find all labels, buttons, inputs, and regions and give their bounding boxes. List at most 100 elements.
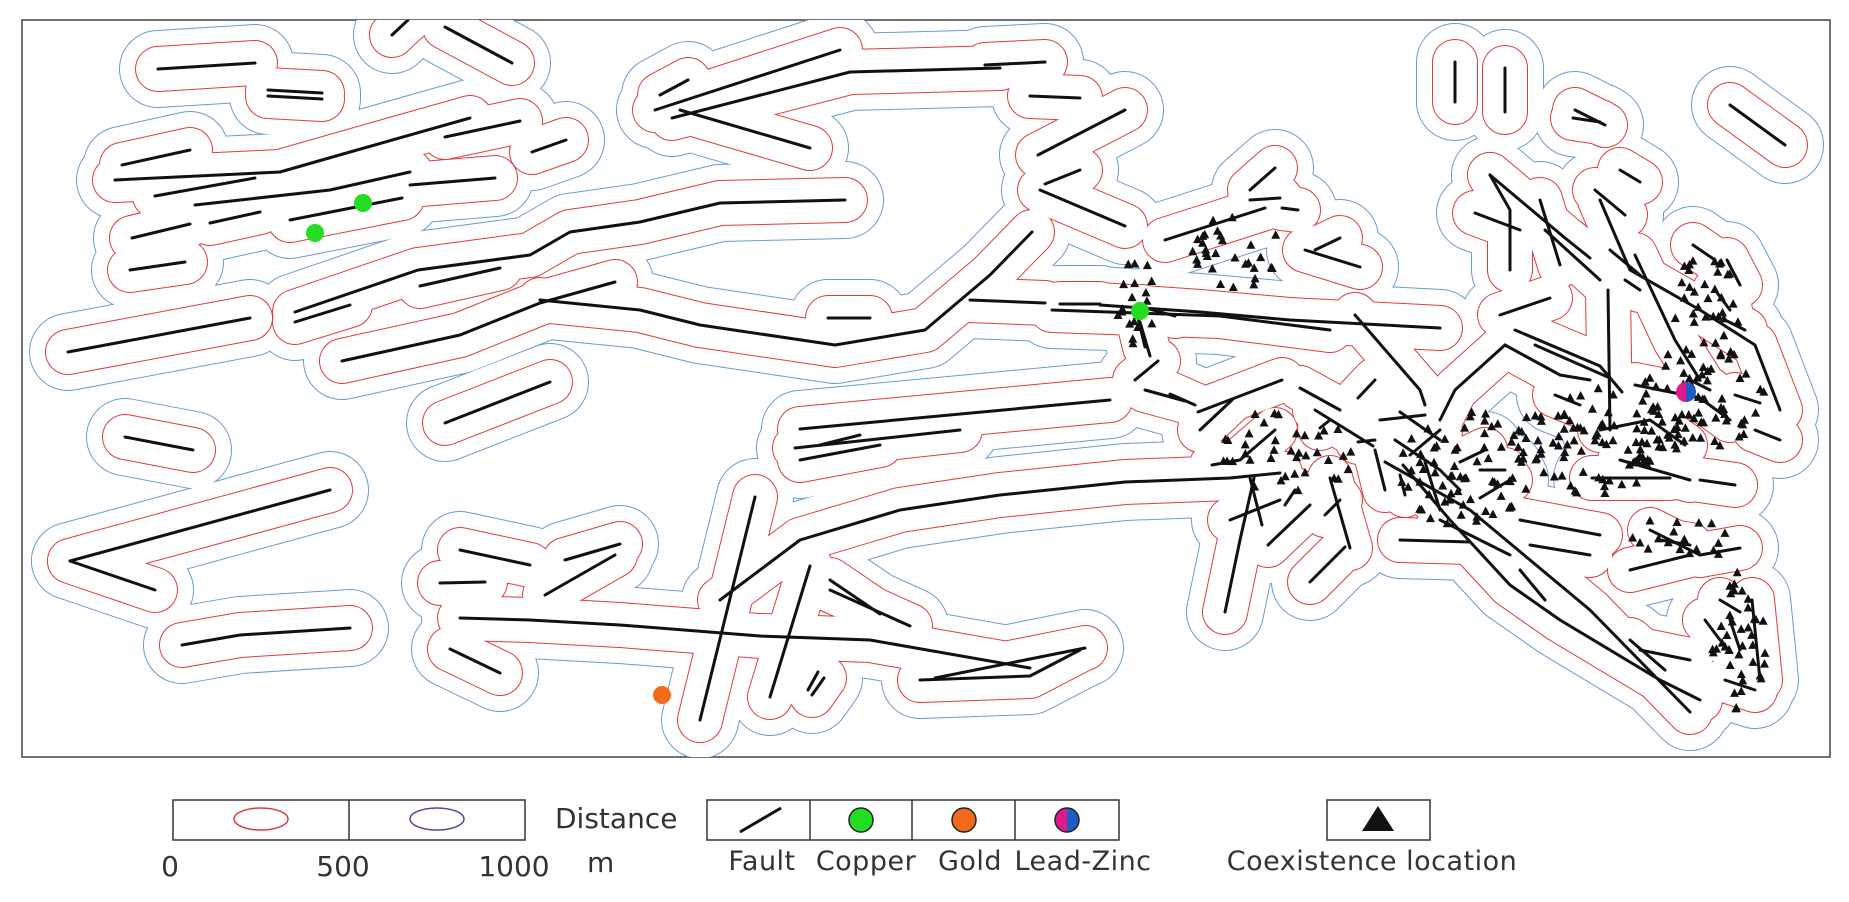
coexistence-marker [1719,313,1729,323]
scale-tick-1000: 1000 [478,850,549,883]
fault-trace [208,210,262,225]
coexistence-marker [1737,641,1747,650]
fault-trace [1356,378,1377,400]
fault-trace [1488,173,1512,272]
coexistence-marker [1738,675,1748,685]
coexistence-marker [1576,390,1586,400]
coexistence-marker [1446,488,1456,498]
coexistence-marker [1720,409,1730,418]
coexistence-marker [1694,408,1704,417]
fault-trace [798,443,882,462]
coexistence-marker [1716,402,1726,412]
legend-1000m-ellipse [409,807,465,831]
coexistence-marker [1432,441,1442,450]
coexistence-marker [1293,485,1303,495]
fault-trace [1043,168,1082,186]
coexistence-marker [1727,616,1737,626]
copper-deposit-marker [306,224,324,242]
coexistence-marker [1710,284,1720,294]
scale-unit: m [587,846,614,879]
fault-trace [1733,393,1762,405]
coexistence-marker [1739,429,1749,438]
coexistence-marker [1521,433,1531,442]
fault-trace [68,559,157,592]
coexistence-marker [1292,452,1302,462]
coexistence-marker [1662,383,1672,393]
fault-trace [698,495,757,722]
coexistence-marker [1446,471,1456,480]
gold-deposit-marker [653,686,671,704]
coexistence-marker [1688,256,1698,265]
coexistence-marker [1531,454,1541,464]
coexistence-marker [1300,430,1310,440]
fault-trace [128,260,187,272]
fault-trace [1196,378,1284,414]
coexistence-marker [1617,479,1627,489]
coexistence-marker [1554,431,1564,441]
coexistence-marker [1418,464,1428,473]
coexistence-marker [1679,534,1689,544]
fault-trace [1133,359,1160,382]
legend-copper-label: Copper [816,846,917,877]
coexistence-marker [1188,246,1198,256]
coexistence-marker [1481,409,1491,418]
coexistence-marker [1759,659,1769,668]
fault-trace [443,119,522,139]
fault-layer [66,20,1787,722]
coexistence-marker [1559,452,1569,462]
coexistence-marker [1130,278,1140,288]
legend: 0 500 1000 Distance m Fault Copper Gold … [161,799,1517,883]
coexistence-marker [1496,491,1506,500]
coexistence-marker [1452,442,1462,452]
coexistence-marker [1250,273,1260,283]
fault-trace [123,435,195,452]
coexistence-marker [1142,260,1152,270]
fault-trace [1698,546,1742,557]
coexistence-marker [1632,423,1642,433]
coexistence-marker [1600,481,1610,491]
coexistence-marker [1692,544,1702,554]
coexistence-marker [1714,259,1724,268]
coexistence-marker [1125,319,1135,328]
coexistence-marker [1680,423,1690,432]
coexistence-marker [1645,373,1655,382]
coexistence-marker [1241,259,1251,268]
coexistence-marker [1301,450,1311,460]
coexistence-marker [1192,254,1202,264]
fault-trace [1168,392,1197,407]
coexistence-marker [1487,421,1497,431]
coexistence-marker [1736,624,1746,633]
coexistence-marker [1271,230,1281,239]
coexistence-marker [1738,419,1748,429]
fault-trace [1353,313,1427,407]
coexistence-marker [1472,456,1482,466]
fault-trace [113,116,472,182]
coexistence-marker [1460,423,1470,432]
fault-trace [1028,94,1082,100]
coexistence-marker [1220,434,1230,443]
coexistence-marker [1669,424,1679,434]
coexistence-marker [1709,545,1719,555]
fault-trace [293,303,352,324]
coexistence-marker [1689,287,1699,296]
coexistence-marker [1700,279,1710,289]
coexistence-marker [1737,586,1747,595]
coexistence-marker [1743,594,1753,603]
coexistence-marker [1228,282,1238,292]
fault-trace [1401,463,1702,702]
coexistence-marker [1587,404,1597,413]
coexistence-marker [1748,657,1758,666]
fault-trace [68,488,332,563]
coexistence-marker [1548,438,1558,447]
coexistence-marker [1415,477,1425,486]
fault-trace [438,580,487,585]
coexistence-marker [1216,230,1226,240]
coexistence-marker [1117,304,1127,313]
coexistence-marker [1590,435,1600,445]
coexistence-marker [1714,311,1724,321]
coexistence-marker [1509,430,1519,440]
coexistence-marker [1711,338,1721,347]
fault-trace [1038,188,1127,228]
coexistence-marker [1559,424,1569,433]
coexistence-marker [1280,471,1290,481]
